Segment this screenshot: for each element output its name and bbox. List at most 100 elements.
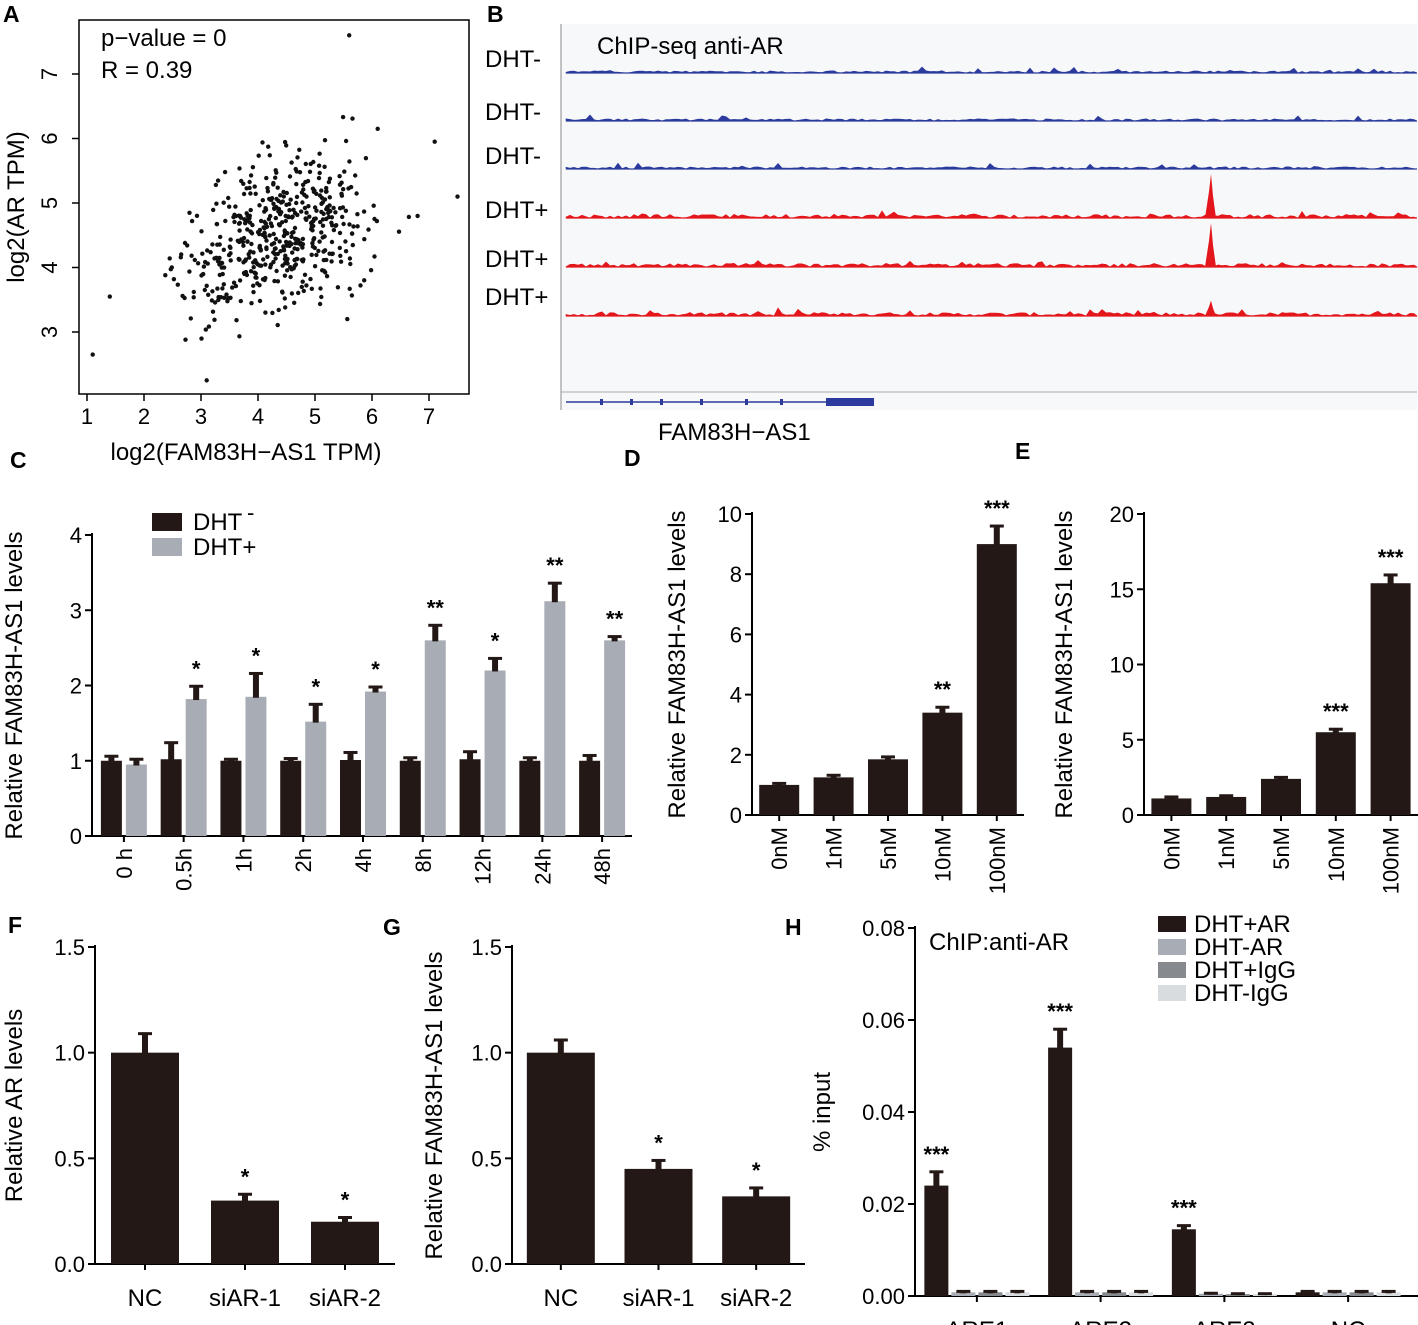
scatter-point — [227, 204, 232, 209]
scatter-point — [283, 253, 288, 258]
y-tick-label-A: 3 — [37, 326, 62, 338]
scatter-point — [300, 200, 305, 205]
bar-C — [220, 760, 242, 836]
scatter-point — [241, 181, 246, 186]
x-tick-label-A: 5 — [309, 404, 321, 429]
scatter-point — [167, 256, 172, 261]
scatter-point — [206, 324, 212, 329]
error-bar-E — [1332, 729, 1339, 734]
error-bar-C — [586, 755, 593, 762]
x-tick-label-E: 5nM — [1269, 827, 1294, 870]
scatter-point — [273, 256, 278, 261]
scatter-point — [322, 248, 328, 253]
bar-H — [1349, 1292, 1374, 1296]
scatter-point — [289, 230, 295, 235]
scatter-point — [248, 173, 254, 178]
error-bar-H — [1180, 1225, 1187, 1231]
error-bar-F — [342, 1217, 348, 1223]
scatter-point — [313, 216, 318, 221]
gene-label-B: FAM83H−AS1 — [658, 419, 811, 446]
scatter-point — [237, 166, 242, 171]
scatter-point — [282, 273, 288, 278]
panel-label-E: E — [1015, 438, 1030, 464]
scatter-point — [276, 307, 281, 313]
scatter-point — [182, 295, 187, 301]
scatter-point — [221, 247, 226, 252]
scatter-point — [231, 280, 237, 285]
y-tick-label-C: 2 — [70, 674, 82, 699]
scatter-point — [263, 262, 268, 267]
scatter-point — [163, 273, 168, 278]
panel-label-B: B — [487, 1, 504, 27]
x-tick-label-E: 10nM — [1324, 827, 1349, 882]
x-tick-label-G: NC — [543, 1285, 578, 1312]
scatter-point — [349, 293, 355, 298]
legend-swatch-dht-minus-C — [152, 513, 182, 531]
x-tick-label-E: 1nM — [1214, 827, 1239, 870]
scatter-point — [362, 278, 367, 283]
bar-C — [459, 759, 481, 836]
bar-H — [1322, 1292, 1347, 1296]
y-axis-label-F: Relative AR levels — [1, 1009, 28, 1202]
scatter-point — [245, 239, 250, 244]
y-tick-label-C: 4 — [70, 523, 82, 548]
scatter-point — [295, 247, 300, 252]
scatter-point — [317, 170, 322, 176]
x-tick-label-C: 8h — [411, 848, 436, 872]
scatter-point — [257, 243, 263, 249]
scatter-point — [226, 252, 232, 258]
scatter-point — [262, 277, 267, 283]
scatter-point — [353, 173, 358, 178]
scatter-point — [272, 206, 277, 211]
x-tick-label-C: 12h — [471, 848, 496, 885]
scatter-point — [241, 191, 247, 197]
scatter-point — [324, 257, 329, 263]
scatter-point — [368, 268, 374, 273]
scatter-point — [293, 262, 299, 267]
scatter-point — [314, 208, 319, 213]
scatter-point — [194, 213, 200, 218]
significance-C: ** — [427, 595, 445, 620]
x-tick-label-C: 0 h — [112, 848, 137, 879]
scatter-point — [226, 195, 231, 201]
scatter-point — [285, 256, 290, 262]
scatter-point — [321, 268, 327, 273]
scatter-point — [213, 182, 219, 188]
scatter-point — [281, 189, 286, 195]
bar-E — [1151, 798, 1192, 815]
scatter-point — [273, 175, 278, 180]
track-signal-B — [565, 260, 1418, 268]
x-tick-label-F: NC — [128, 1285, 163, 1312]
scatter-point — [324, 206, 329, 212]
scatter-point — [228, 245, 233, 250]
scatter-point — [312, 264, 318, 269]
significance-C: ** — [606, 607, 624, 632]
scatter-point — [234, 318, 239, 323]
error-bar-G — [655, 1160, 662, 1170]
significance-C: * — [371, 657, 380, 682]
scatter-point — [340, 214, 345, 220]
scatter-point — [267, 153, 272, 158]
scatter-point — [212, 300, 218, 305]
scatter-point — [284, 190, 289, 196]
scatter-point — [287, 240, 292, 245]
scatter-point — [366, 227, 371, 232]
scatter-point — [187, 269, 192, 274]
track-signal-B — [565, 114, 1418, 122]
legend-label-dht-minus-C: DHT — [193, 509, 243, 536]
bar-H — [1005, 1292, 1030, 1296]
scatter-point — [281, 233, 287, 239]
scatter-point — [308, 161, 313, 167]
scatter-point — [347, 159, 352, 164]
error-bar-D — [939, 707, 946, 714]
y-tick-label-H: 0.04 — [862, 1100, 905, 1125]
significance-E: *** — [1323, 699, 1349, 724]
scatter-point — [204, 283, 209, 288]
scatter-point — [275, 279, 281, 284]
scatter-point — [230, 285, 235, 290]
bar-C — [340, 759, 361, 836]
bar-E — [1206, 796, 1247, 815]
gene-model-exon-B — [630, 399, 633, 405]
scatter-point — [252, 184, 257, 189]
